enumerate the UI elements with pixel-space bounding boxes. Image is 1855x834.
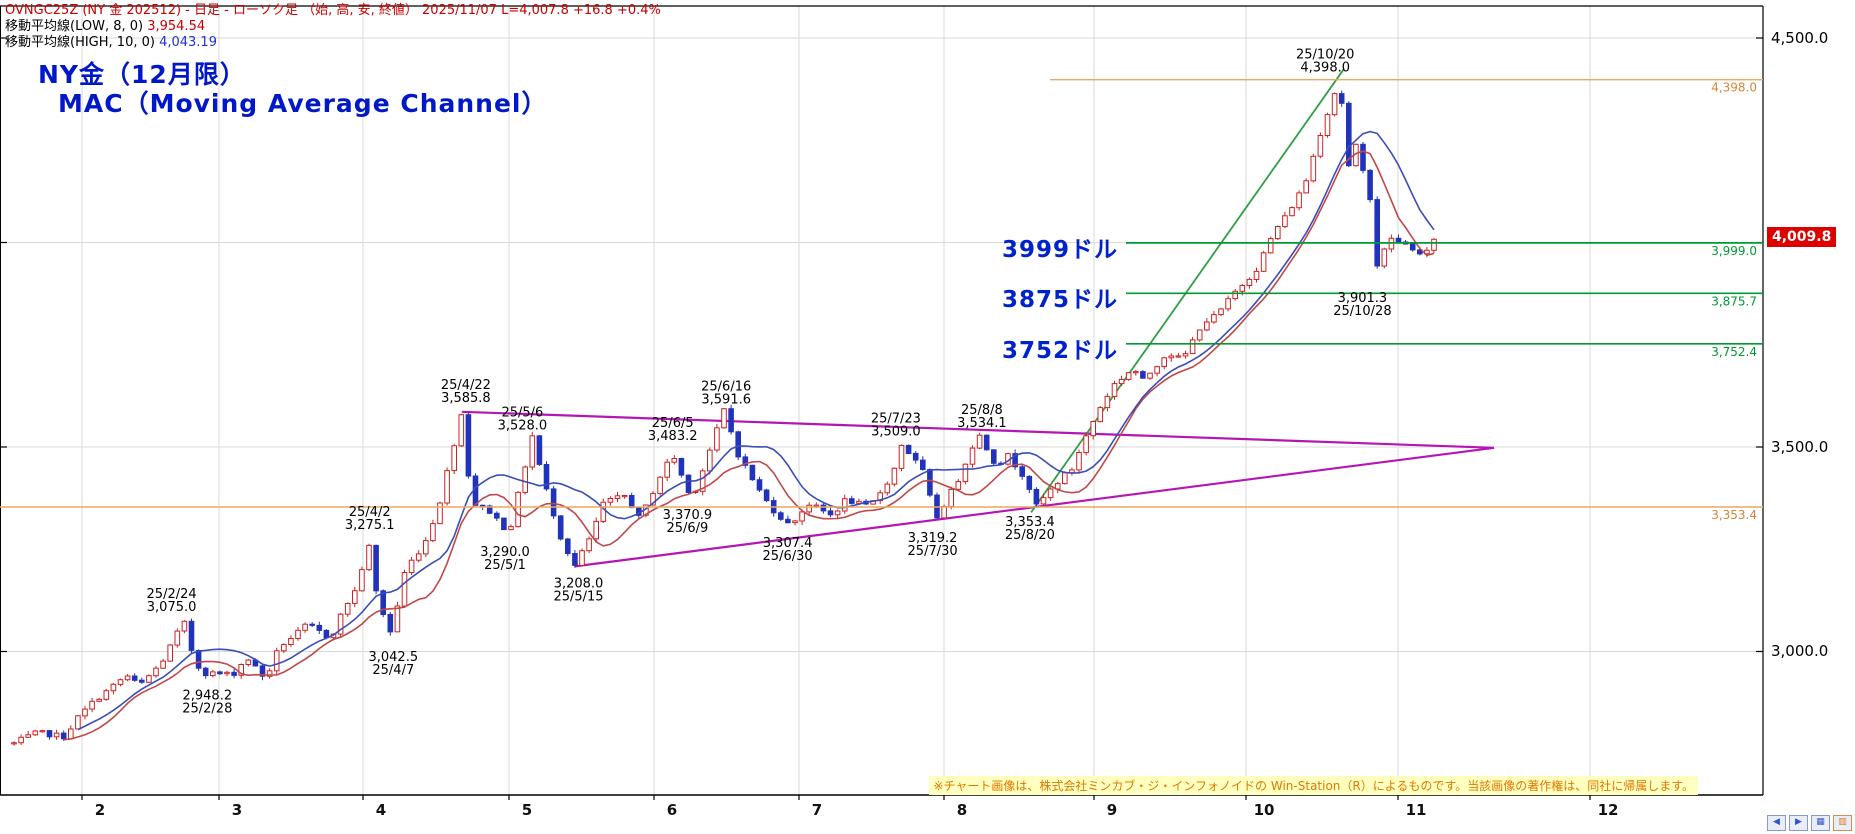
ma-high-value: 4,043.19 — [159, 35, 217, 50]
level-value-label: 3,875.7 — [1711, 294, 1757, 308]
x-axis-month-label: 10 — [1254, 801, 1275, 819]
ma-low-value: 3,954.54 — [147, 19, 206, 34]
price-level-label-3875: 3875ドル — [1001, 287, 1118, 313]
x-axis-month-label: 5 — [522, 801, 532, 819]
chart-annotation: 25/6/5 3,483.2 — [648, 416, 698, 444]
x-axis-month-label: 8 — [957, 801, 967, 819]
x-axis-month-label: 7 — [812, 801, 822, 819]
chart-annotation: 3,290.0 25/5/1 — [480, 545, 530, 573]
chart-annotation: 3,370.9 25/6/9 — [663, 508, 713, 536]
scroll-right-button[interactable]: ▶ — [1789, 815, 1808, 831]
grid-view-button[interactable]: ▦ — [1811, 815, 1830, 831]
x-axis: 2 3 4 5 6 7 8 9 10 11 12 — [81, 795, 1619, 819]
candlestick-series — [11, 90, 1437, 746]
ma-high-legend: 移動平均線(HIGH, 10, 0) 4,043.19 — [5, 35, 661, 51]
chart-annotation: 2,948.2 25/2/28 — [182, 689, 232, 717]
trendline-wedge-upper — [461, 410, 1495, 449]
chart-annotation: 25/8/8 3,534.1 — [957, 403, 1007, 431]
ma-low-legend: 移動平均線(LOW, 8, 0) 3,954.54 — [5, 19, 661, 35]
chart-annotation: 3,901.3 25/10/28 — [1333, 291, 1391, 319]
price-level-label-3999: 3999ドル — [1001, 237, 1118, 263]
scroll-left-button[interactable]: ◀ — [1767, 815, 1786, 831]
chart-annotation: 25/2/24 3,075.0 — [147, 587, 197, 615]
x-axis-month-label: 9 — [1107, 801, 1117, 819]
ma-high-label: 移動平均線(HIGH, 10, 0) — [5, 35, 160, 50]
chart-annotation: 25/6/16 3,591.6 — [701, 380, 751, 408]
chart-annotation: 3,307.4 25/6/30 — [763, 536, 813, 564]
chart-annotation: 3,208.0 25/5/15 — [553, 576, 603, 604]
ma-line-high — [77, 130, 1435, 731]
x-axis-month-label: 4 — [376, 801, 386, 819]
annotation-layer: 25/2/24 3,075.0 2,948.2 25/2/28 25/4/2 3,275.… — [147, 48, 1392, 717]
price-level-label-3752: 3752ドル — [1001, 338, 1118, 364]
chart-annotation: 25/4/2 3,275.1 — [345, 505, 395, 533]
trendline-uptrend — [1030, 68, 1345, 513]
y-axis-label-3500: 3,500.0 — [1771, 438, 1829, 456]
chart-annotation: 3,353.4 25/8/20 — [1005, 515, 1055, 543]
level-value-label: 3,752.4 — [1711, 345, 1757, 359]
chart-scrollbar: ◀ ▶ ▦ ▥ — [1767, 815, 1852, 831]
x-axis-month-label: 3 — [232, 801, 242, 819]
chart-annotation: 25/7/23 3,509.0 — [871, 411, 921, 439]
chart-annotation: 3,042.5 25/4/7 — [368, 650, 418, 678]
x-axis-month-label: 11 — [1406, 801, 1427, 819]
window-control-button[interactable]: ▥ — [1833, 815, 1852, 831]
x-axis-month-label: 6 — [667, 801, 677, 819]
level-value-label: 4,398.0 — [1711, 81, 1757, 95]
level-value-label: 3,353.4 — [1711, 508, 1757, 522]
chart-header: OVNGC25Z (NY 金 202512) - 日足 - ローソク足 （始, … — [5, 3, 661, 51]
x-axis-month-label: 2 — [95, 801, 105, 819]
level-value-label: 3,999.0 — [1711, 244, 1757, 258]
ma-low-label: 移動平均線(LOW, 8, 0) — [5, 19, 148, 34]
chart-title: NY金（12月限） MAC（Moving Average Channel） — [38, 60, 548, 118]
copyright-disclaimer: ※チャート画像は、株式会社ミンカブ・ジ・インフォノイドの Win-Station… — [929, 776, 1698, 795]
grid-layer — [0, 6, 1763, 795]
y-axis-label-4500: 4,500.0 — [1771, 29, 1829, 47]
last-price-badge: 4,009.8 — [1767, 227, 1837, 247]
chart-title-line2: MAC（Moving Average Channel） — [58, 89, 548, 118]
x-axis-month-label: 12 — [1598, 801, 1619, 819]
plot-frame — [0, 5, 1764, 796]
chart-title-line1: NY金（12月限） — [38, 60, 246, 89]
ma-line-low — [63, 150, 1435, 741]
level-layer: 4,398.0 3,999.0 3,875.7 3,752.4 3,353.4 — [0, 78, 1763, 522]
chart-annotation: 25/10/20 4,398.0 — [1296, 48, 1354, 76]
chart-annotation: 25/4/22 3,585.8 — [441, 378, 491, 406]
chart-annotation: 25/5/6 3,528.0 — [498, 406, 548, 434]
y-axis-label-3000: 3,000.0 — [1771, 642, 1829, 660]
chart-annotation: 3,319.2 25/7/30 — [908, 531, 958, 559]
instrument-info: OVNGC25Z (NY 金 202512) - 日足 - ローソク足 （始, … — [5, 3, 661, 18]
